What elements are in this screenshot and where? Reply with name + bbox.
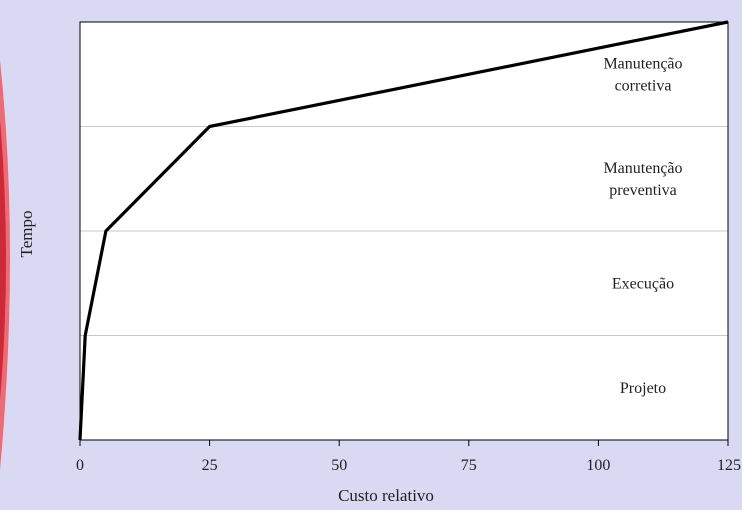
series-line [78, 20, 729, 441]
x-tick-label: 75 [461, 457, 477, 474]
phase-label: Projeto [620, 380, 666, 397]
x-tick-label: 125 [717, 457, 741, 474]
slide-left-decoration [0, 0, 14, 510]
phase-label: Manutenção corretiva [603, 55, 682, 94]
phase-label: Manutenção preventiva [603, 160, 682, 199]
x-axis-title: Custo relativo [338, 486, 434, 505]
plot-border [79, 21, 729, 441]
phase-label: Execução [612, 275, 674, 292]
x-tick-label: 100 [586, 457, 610, 474]
x-tick-label: 50 [331, 457, 347, 474]
x-tick-label: 0 [76, 457, 84, 474]
x-tick-label: 25 [202, 457, 218, 474]
y-axis-title: Tempo [17, 211, 36, 258]
